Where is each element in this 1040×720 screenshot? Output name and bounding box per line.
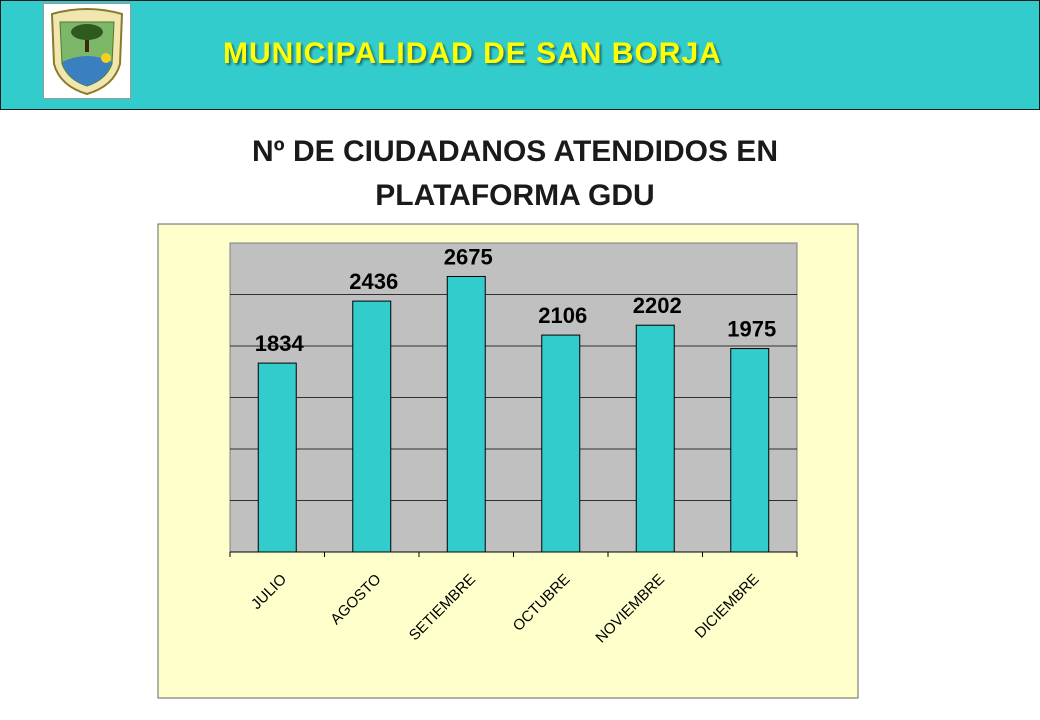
- bar: [635, 324, 675, 553]
- data-label: 2675: [444, 244, 493, 269]
- bar: [257, 362, 297, 553]
- data-label: 2202: [633, 293, 682, 318]
- data-label: 2106: [538, 303, 587, 328]
- data-label: 2436: [349, 269, 398, 294]
- municipal-crest-icon: [43, 3, 131, 99]
- bar: [352, 300, 392, 553]
- header-band: MUNICIPALIDAD DE SAN BORJA: [0, 0, 1040, 110]
- data-label: 1834: [255, 331, 305, 356]
- bar: [541, 334, 581, 553]
- header-title: MUNICIPALIDAD DE SAN BORJA: [223, 37, 722, 70]
- page-title: Nº DE CIUDADANOS ATENDIDOS EN PLATAFORMA…: [0, 130, 1030, 218]
- bar: [446, 275, 486, 553]
- data-label: 1975: [727, 317, 776, 342]
- bar: [730, 348, 770, 553]
- page-title-line2: PLATAFORMA GDU: [375, 179, 655, 212]
- page-title-line1: Nº DE CIUDADANOS ATENDIDOS EN: [252, 135, 778, 168]
